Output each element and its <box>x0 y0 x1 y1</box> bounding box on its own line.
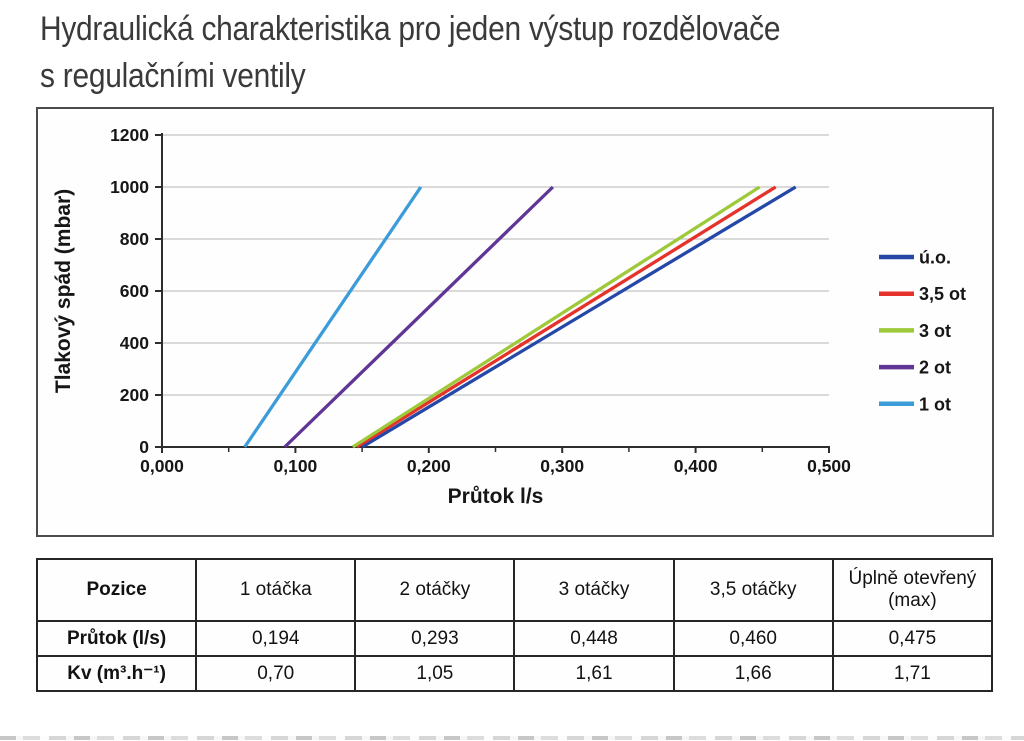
x-tick-label: 0,100 <box>274 456 318 476</box>
legend-label: 3 ot <box>919 321 951 341</box>
table-cell: 1,05 <box>354 655 516 692</box>
x-tick-label: 0,400 <box>674 456 718 476</box>
x-tick-label: 0,500 <box>807 456 851 476</box>
legend-label: 3,5 ot <box>919 284 966 304</box>
valve-position-table: Pozice 1 otáčka 2 otáčky 3 otáčky 3,5 ot… <box>35 558 994 692</box>
table-cell: 0,475 <box>831 620 994 657</box>
y-tick-label: 600 <box>120 281 149 301</box>
page-title: Hydraulická charakteristika pro jeden vý… <box>40 6 780 100</box>
legend-label: 1 ot <box>919 394 951 414</box>
y-tick-label: 400 <box>120 333 149 353</box>
x-tick-label: 0,200 <box>407 456 451 476</box>
table-cell: 0,448 <box>513 620 675 657</box>
y-tick-label: 200 <box>120 385 149 405</box>
scan-noise-strip <box>0 736 1024 740</box>
table-row-kv: Kv (m³.h⁻¹) 0,70 1,05 1,61 1,66 1,71 <box>35 655 994 692</box>
y-tick-label: 1200 <box>110 125 149 145</box>
series-line-3,5 ot <box>355 185 777 449</box>
table-cell: 0,460 <box>672 620 834 657</box>
y-tick-label: 1000 <box>110 177 149 197</box>
table-header-pozice: Pozice <box>35 558 198 622</box>
y-tick-label: 0 <box>139 437 149 457</box>
page-title-line2: s regulačními ventily <box>40 57 306 95</box>
y-axis-title: Tlakový spád (mbar) <box>52 189 75 393</box>
page-title-line1: Hydraulická charakteristika pro jeden vý… <box>40 10 781 48</box>
row-label-kv: Kv (m³.h⁻¹) <box>35 655 198 692</box>
table-cell: 1,66 <box>672 655 834 692</box>
table-cell: 0,70 <box>195 655 357 692</box>
table-row-prutok: Průtok (l/s) 0,194 0,293 0,448 0,460 0,4… <box>35 620 994 657</box>
x-tick-label: 0,300 <box>540 456 584 476</box>
series-line-ú.o. <box>361 185 797 449</box>
series-line-3 ot <box>351 185 761 449</box>
legend-label: 2 ot <box>919 358 951 378</box>
x-tick-label: 0,000 <box>140 456 184 476</box>
table-header-35-otacky: 3,5 otáčky <box>672 558 834 622</box>
table-header-max: Úplně otevřený (max) <box>831 558 994 622</box>
series-line-2 ot <box>283 185 555 449</box>
table-cell: 1,71 <box>831 655 994 692</box>
row-label-prutok: Průtok (l/s) <box>35 620 198 657</box>
legend-label: ú.o. <box>919 248 951 268</box>
table-cell: 0,293 <box>354 620 516 657</box>
table-header-3-otacky: 3 otáčky <box>513 558 675 622</box>
chart-canvas: 0 200 400 600 800 1000 1200 0,000 0,100 0,200 0,30… <box>52 125 966 508</box>
table-header-row: Pozice 1 otáčka 2 otáčky 3 otáčky 3,5 ot… <box>35 558 994 622</box>
series-line-1 ot <box>243 186 423 448</box>
table-cell: 0,194 <box>195 620 357 657</box>
table-cell: 1,61 <box>513 655 675 692</box>
y-tick-label: 800 <box>120 229 149 249</box>
table-header-1-otacka: 1 otáčka <box>195 558 357 622</box>
table-header-2-otacky: 2 otáčky <box>354 558 516 622</box>
x-axis-title: Průtok l/s <box>448 485 544 508</box>
hydraulic-characteristic-chart: 0 200 400 600 800 1000 1200 0,000 0,100 0,200 0,30… <box>36 107 994 537</box>
